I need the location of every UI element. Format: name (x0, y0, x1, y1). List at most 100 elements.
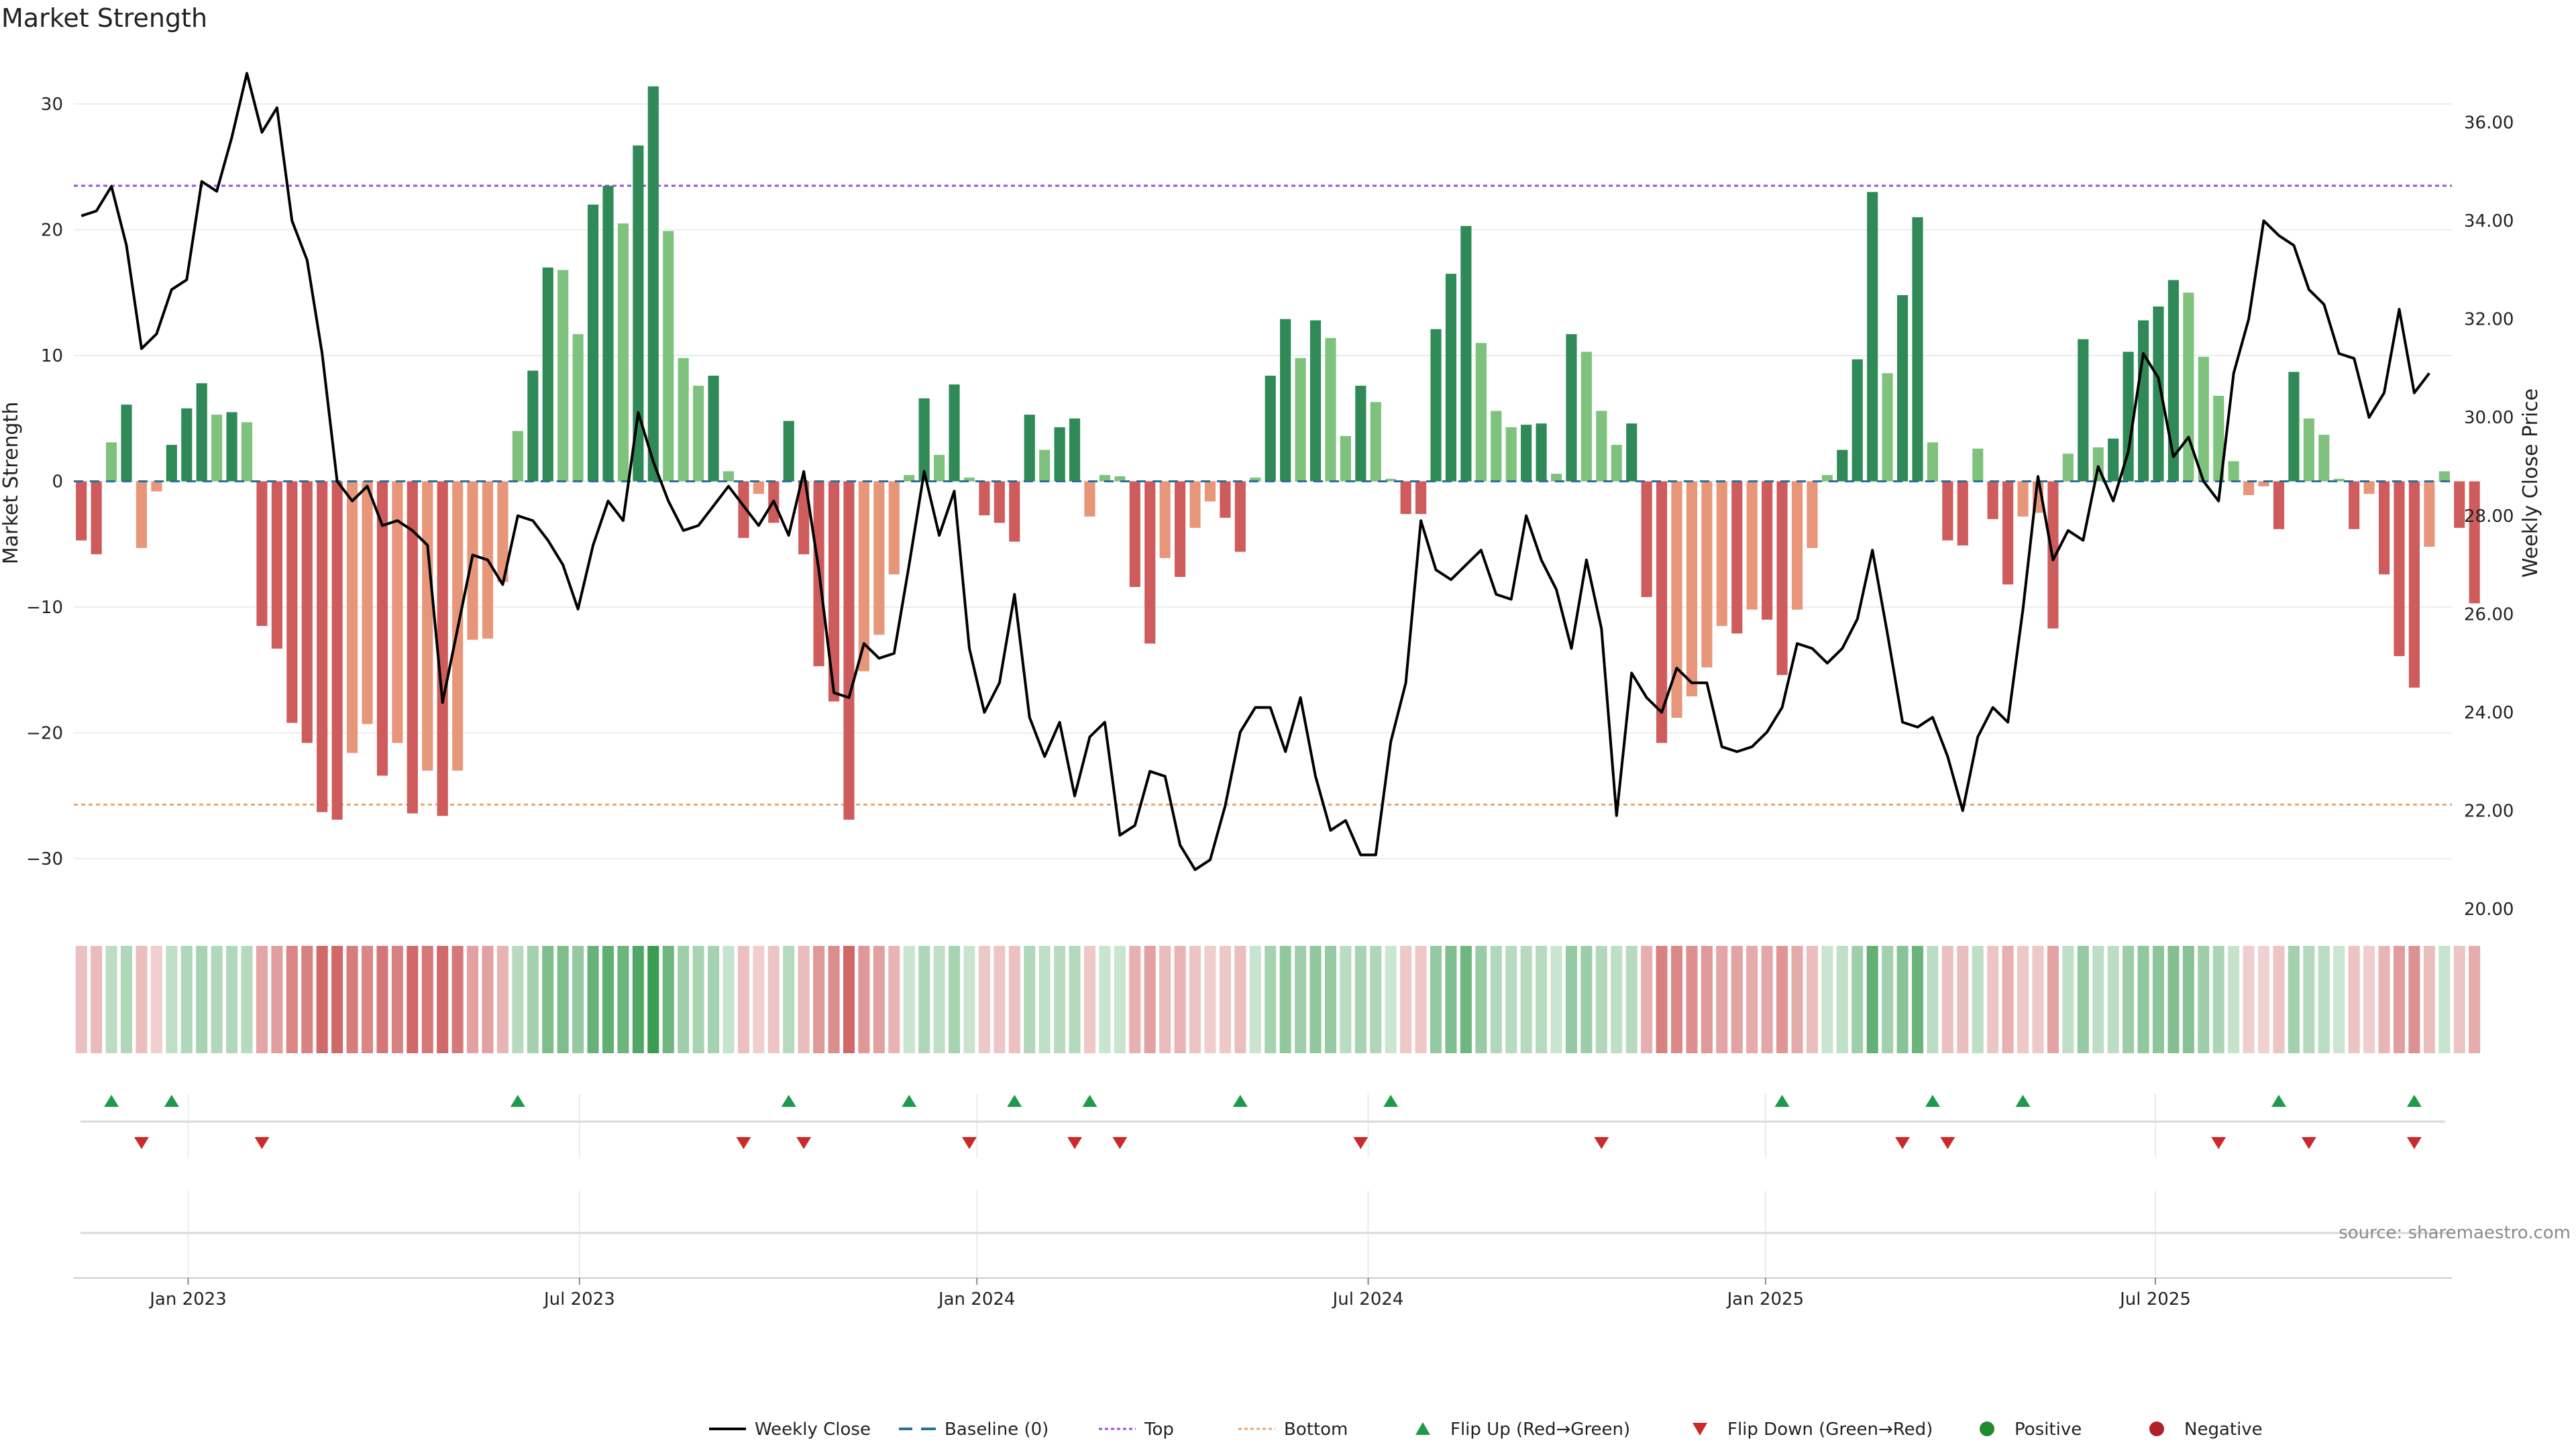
strength-bar (2288, 372, 2300, 482)
strength-bar (331, 481, 343, 820)
legend-label: Flip Down (Green→Red) (1727, 1419, 1933, 1440)
strength-bar (2333, 478, 2345, 482)
heat-cell (1701, 946, 1713, 1053)
strength-bar (1009, 481, 1020, 542)
strength-bar (2243, 481, 2255, 496)
reference-lines (74, 184, 2452, 806)
strength-bar (1054, 427, 1065, 482)
strength-bar (76, 481, 87, 541)
strength-bar (1370, 402, 1381, 482)
heat-cell (2062, 946, 2074, 1053)
heat-cell (496, 946, 508, 1053)
strength-bar (1776, 481, 1788, 676)
chart-title: Market Strength (1, 3, 207, 33)
heat-cell (783, 946, 795, 1053)
heat-cell (1249, 946, 1261, 1053)
strength-bar (1701, 481, 1713, 667)
heat-cell (647, 946, 659, 1053)
strength-bar (1400, 481, 1411, 515)
heat-cell (2077, 946, 2089, 1053)
strength-bar (271, 481, 282, 649)
strength-bar (2002, 481, 2014, 585)
heat-cell (437, 946, 449, 1053)
flip-markers-panel (80, 1093, 2452, 1278)
strength-bar (663, 231, 674, 482)
legend-item: Top (1099, 1419, 1174, 1440)
strength-bar (527, 370, 539, 482)
heat-cell (1580, 946, 1593, 1053)
legend-item: Flip Up (Red→Green) (1415, 1419, 1630, 1440)
strength-bar (934, 455, 945, 482)
strength-bar (1309, 320, 1322, 482)
heat-cell (226, 946, 238, 1053)
heat-cell (2107, 946, 2119, 1053)
strength-bar (2198, 356, 2209, 482)
strength-bar (1927, 442, 1939, 482)
strength-bar (136, 481, 148, 548)
heat-cell (361, 946, 374, 1053)
heat-cell (2318, 946, 2330, 1053)
flip-down-marker (133, 1137, 149, 1149)
strength-bar (301, 481, 313, 743)
strength-bar (1084, 481, 1095, 517)
heat-cell (482, 946, 494, 1053)
heat-cell (722, 946, 735, 1053)
heat-cell (2212, 946, 2224, 1053)
heat-cell (421, 946, 433, 1053)
flip-up-marker (1232, 1095, 1248, 1107)
flip-up-marker (902, 1095, 917, 1107)
y-tick-label: 10 (41, 346, 63, 366)
strength-bar (1942, 481, 1953, 541)
heat-cell (737, 946, 749, 1053)
heat-cell (1536, 946, 1548, 1053)
heat-cell (2288, 946, 2300, 1053)
flip-down-marker (1112, 1137, 1128, 1149)
heat-cell (2258, 946, 2270, 1053)
strength-bar (2469, 481, 2480, 604)
strength-bar (617, 223, 629, 482)
y2-tick-label: 28.00 (2464, 506, 2514, 527)
strength-bar (873, 481, 885, 635)
heat-cell (376, 946, 388, 1053)
strength-bar (1550, 474, 1562, 482)
strength-bar (1234, 481, 1246, 552)
strength-bar (1250, 477, 1261, 482)
strength-bar (497, 481, 508, 582)
heat-cell (196, 946, 208, 1053)
heat-cell (1159, 946, 1171, 1053)
strength-bar (843, 481, 855, 820)
heat-cell (2092, 946, 2104, 1053)
heat-cell (1776, 946, 1788, 1053)
flip-up-marker (2271, 1095, 2286, 1107)
flip-up-marker (104, 1095, 119, 1107)
heat-cell (1385, 946, 1397, 1053)
strength-bar (1536, 423, 1547, 482)
strength-bar (1521, 425, 1532, 482)
flip-down-marker (1353, 1137, 1368, 1149)
strength-bar (2153, 306, 2164, 482)
strength-bar (1460, 225, 1472, 482)
strength-bar (1220, 481, 1231, 518)
strength-bar (678, 358, 689, 482)
heat-cell (136, 946, 148, 1053)
heat-cell (2182, 946, 2194, 1053)
strength-bar (437, 481, 448, 816)
strength-bar (693, 386, 704, 482)
y2-tick-label: 32.00 (2464, 310, 2514, 330)
strength-bar (994, 481, 1005, 523)
strength-bar (1385, 478, 1397, 482)
strength-bar (888, 481, 900, 575)
strength-bar (1159, 481, 1171, 558)
heat-cell (2303, 946, 2315, 1053)
strength-bar (798, 481, 810, 555)
heat-cell (1670, 946, 1683, 1053)
y2-tick-label: 34.00 (2464, 211, 2514, 231)
strength-bar (2228, 461, 2239, 482)
strength-bar (542, 267, 553, 482)
strength-bar (2408, 481, 2420, 688)
strength-bar (1957, 481, 1968, 546)
heat-cell (2032, 946, 2044, 1053)
heat-cell (2152, 946, 2165, 1053)
legend: Weekly Close Baseline (0) Top Bottom Flip Up… (709, 1419, 2263, 1440)
